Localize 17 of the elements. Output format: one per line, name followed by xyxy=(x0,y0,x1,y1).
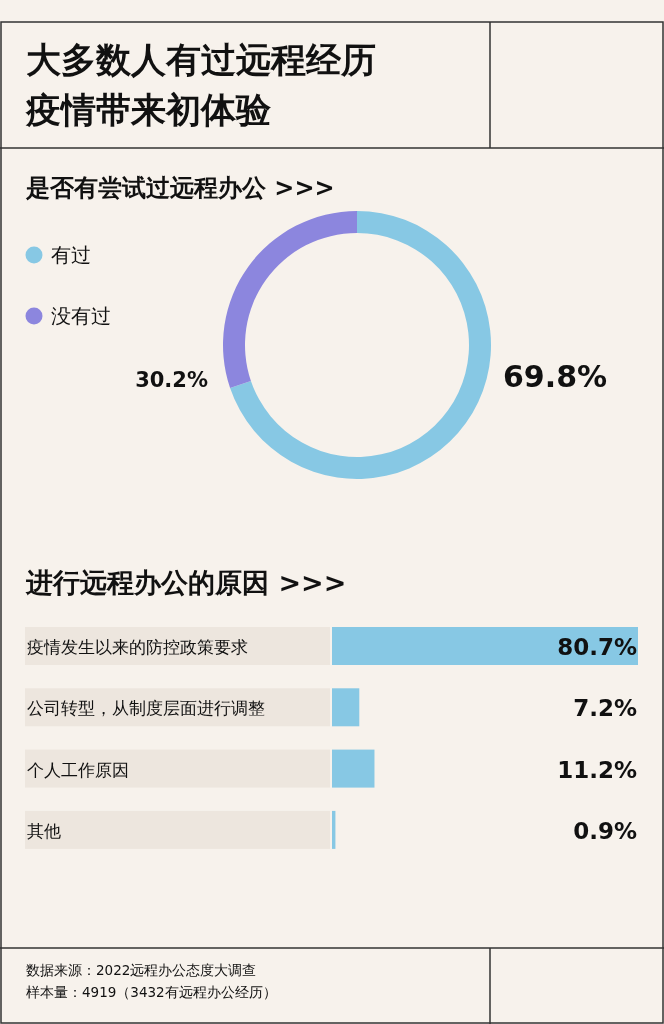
data-label: 11.2% xyxy=(557,756,637,783)
legend-label: 有过 xyxy=(51,243,91,267)
text: 样本量：4919（3432有远程办公经历） xyxy=(26,984,277,1000)
legend-label: 没有过 xyxy=(51,304,111,328)
chart-title: 进行远程办公的原因 >>> xyxy=(25,567,347,598)
y-tick-label: 其他 xyxy=(27,820,61,841)
source-note: 数据来源：2022远程办公态度大调查 xyxy=(26,962,257,978)
y-tick-label: 公司转型，从制度层面进行调整 xyxy=(27,698,265,719)
y-tick-label: 疫情发生以来的防控政策要求 xyxy=(27,637,248,657)
data-label: 30.2% xyxy=(135,368,208,392)
chart-title: 大多数人有过远程经历疫情带来初体验 xyxy=(25,40,376,130)
y-tick-label: 个人工作原因 xyxy=(27,759,129,780)
chart-subtitle: 是否有尝试过远程办公 >>> xyxy=(25,174,335,202)
data-label: 69.8% xyxy=(503,359,608,394)
data-label: 0.9% xyxy=(573,817,637,844)
data-label: 80.7% xyxy=(557,634,637,660)
data-label: 7.2% xyxy=(573,695,637,722)
